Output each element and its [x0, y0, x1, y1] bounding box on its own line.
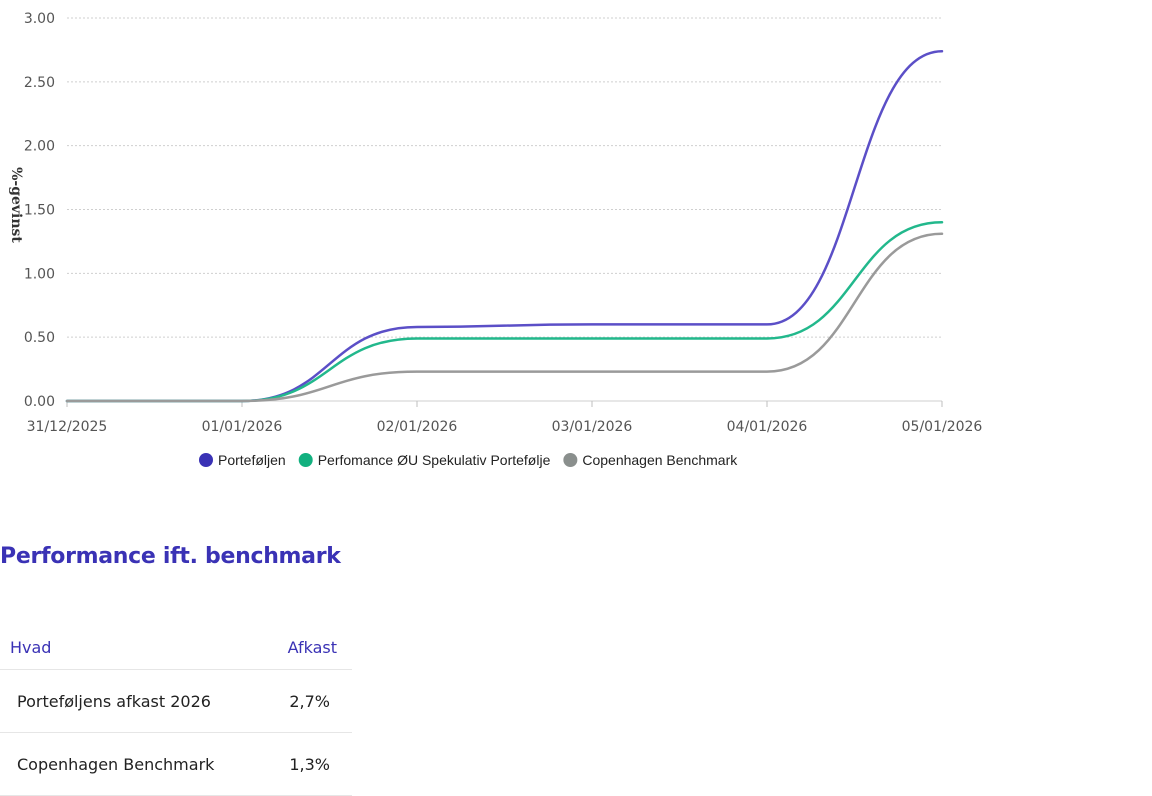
x-tick-label: 05/01/2026: [902, 419, 983, 435]
legend-item[interactable]: Porteføljen: [199, 452, 286, 468]
x-axis: 31/12/2025 01/01/2026 02/01/2026 03/01/2026…: [27, 400, 983, 435]
row-label: Porteføljens afkast 2026: [0, 669, 271, 733]
table-row: Copenhagen Benchmark 1,3%: [0, 732, 352, 796]
y-tick-label: 3.00: [24, 11, 55, 27]
series-line: [65, 232, 944, 403]
series-line: [65, 221, 944, 403]
legend-label: Porteføljen: [218, 452, 286, 468]
y-axis-ticks: 0.00 0.50 1.00 1.50 2.00 2.50 3.00: [24, 11, 55, 410]
column-header-return[interactable]: Afkast: [270, 626, 352, 670]
x-tick-label: 02/01/2026: [377, 419, 458, 435]
row-return-value: 1,3%: [270, 732, 352, 796]
y-axis-title: %-gevinst: [8, 167, 24, 243]
y-tick-label: 1.00: [24, 266, 55, 282]
y-tick-label: 0.00: [24, 394, 55, 410]
performance-section-title: Performance ift. benchmark: [0, 544, 341, 569]
series-line: [65, 49, 944, 403]
table-header-row: Hvad Afkast: [0, 626, 352, 670]
legend-marker: [298, 453, 313, 467]
legend-item[interactable]: Copenhagen Benchmark: [563, 452, 738, 468]
chart-gridlines: [67, 17, 942, 338]
chart-series: [65, 49, 944, 403]
y-tick-label: 2.00: [24, 139, 55, 155]
row-label: Copenhagen Benchmark: [0, 732, 271, 796]
x-tick-label: 31/12/2025: [27, 419, 108, 435]
y-tick-label: 1.50: [24, 203, 55, 219]
x-tick-label: 03/01/2026: [552, 419, 633, 435]
column-header-what[interactable]: Hvad: [0, 626, 271, 670]
legend-label: Perfomance ØU Spekulativ Portefølje: [318, 452, 551, 468]
performance-table: Hvad Afkast Porteføljens afkast 2026 2,7…: [0, 626, 352, 796]
row-return-value: 2,7%: [270, 669, 352, 733]
y-tick-label: 0.50: [24, 330, 55, 346]
chart-legend: Porteføljen Perfomance ØU Spekulativ Port…: [199, 452, 738, 468]
performance-line-chart: 0.00 0.50 1.00 1.50 2.00 2.50 3.00 31/12/2025 0…: [8, 11, 983, 468]
legend-label: Copenhagen Benchmark: [582, 452, 738, 468]
table-row: Porteføljens afkast 2026 2,7%: [0, 669, 352, 733]
x-tick-label: 01/01/2026: [202, 419, 283, 435]
legend-item[interactable]: Perfomance ØU Spekulativ Portefølje: [298, 452, 551, 468]
x-tick-label: 04/01/2026: [727, 419, 808, 435]
legend-marker: [563, 453, 578, 467]
legend-marker: [199, 453, 213, 467]
y-tick-label: 2.50: [24, 75, 55, 91]
